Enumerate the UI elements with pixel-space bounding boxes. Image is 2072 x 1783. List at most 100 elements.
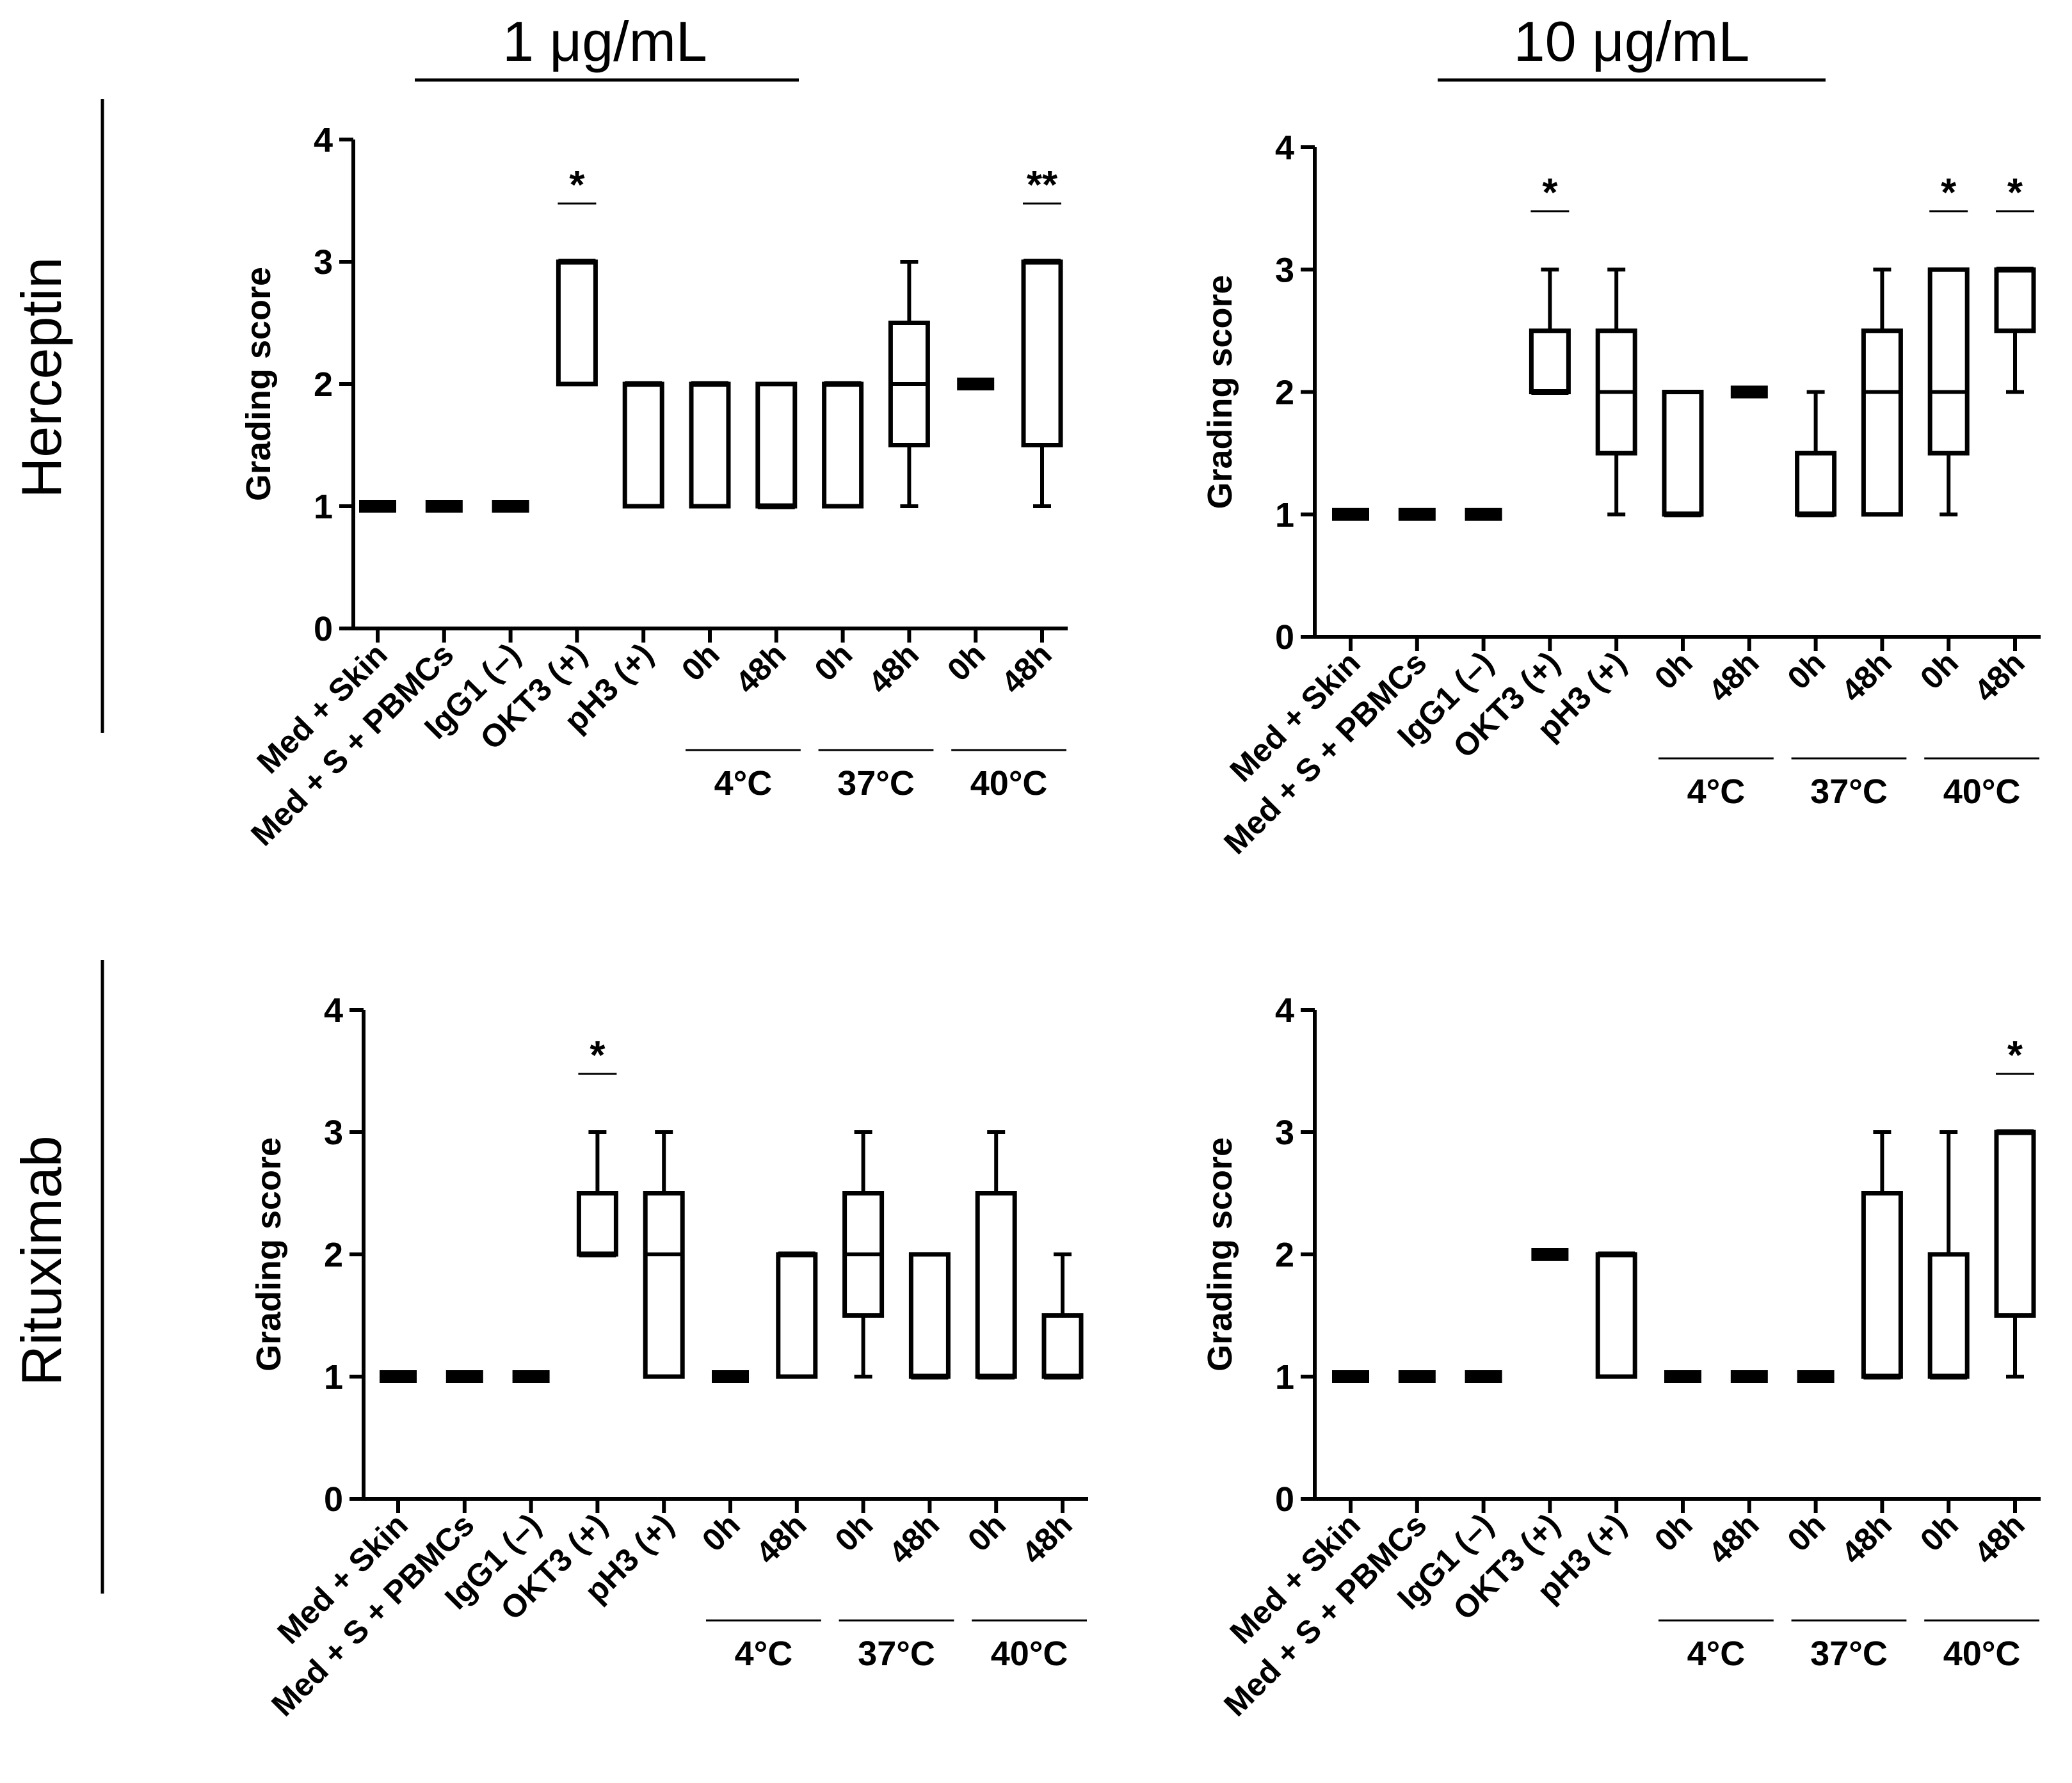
x-tick-label: 48h [1835,1507,1899,1571]
box-plot [776,1251,818,1379]
y-tick-label: 3 [1275,1114,1294,1152]
box-flat [1398,508,1436,521]
significance-star: * [1542,171,1558,215]
box-flat [1465,1370,1502,1383]
box-plot [1041,1252,1084,1380]
y-tick-label: 4 [1275,129,1294,167]
box-iqr [1994,1130,2036,1318]
group-label: 4°C [1687,1635,1746,1673]
x-tick-label: 48h [1835,644,1899,709]
box-plot [822,381,864,509]
box-iqr [1861,1191,1903,1379]
box-flat [1398,1370,1436,1383]
box-plot [446,1370,483,1383]
group-label: 37°C [1810,772,1888,811]
group-label: 40°C [970,764,1048,803]
y-tick-label: 4 [314,121,333,159]
box-iqr [908,1252,951,1379]
x-tick-label: 0h [808,636,860,688]
x-tick-label: 0h [1781,644,1833,696]
box-plot [1730,385,1768,399]
x-tick-label: 0h [961,1507,1013,1558]
y-axis-label: Grading score [1201,275,1239,509]
box-plot [643,1130,685,1379]
y-tick-label: 4 [324,991,343,1030]
box-plot [1927,267,1970,516]
box-flat [512,1370,550,1383]
box-iqr [1861,328,1903,517]
box-plot [755,381,798,509]
box-flat [446,1370,483,1383]
box-flat [1664,1370,1701,1383]
box-iqr [576,1191,618,1257]
box-plot [1861,1130,1903,1380]
group-label: 40°C [1943,772,2021,811]
box-plot [957,378,995,390]
box-plot [1021,259,1063,508]
y-tick-label: 0 [324,1480,343,1519]
x-tick-label: 48h [994,636,1059,701]
box-iqr [975,1191,1017,1379]
box-plot [1994,1129,2036,1379]
box-plot [380,1370,417,1383]
box-plot [842,1130,885,1379]
box-plot [1730,1370,1768,1383]
x-tick-label: 0h [1913,1507,1965,1558]
box-iqr [689,381,731,509]
y-tick-label: 3 [324,1114,343,1152]
box-iqr [1662,390,1704,517]
y-tick-label: 1 [324,1358,343,1396]
column-title-2: 10 μg/mL [1514,10,1750,73]
box-plot [1797,1370,1835,1383]
box-flat [1465,508,1502,521]
box-flat [712,1370,749,1383]
box-plot [1664,1370,1701,1383]
x-tick-label: 48h [1701,1507,1766,1571]
box-flat [1797,1370,1835,1383]
y-tick-label: 2 [314,365,333,404]
x-tick-label: 0h [828,1507,880,1558]
group-label: 4°C [714,764,773,803]
box-plot [492,500,529,513]
box-iqr [1041,1313,1084,1379]
group-label: 40°C [1943,1635,2021,1673]
y-axis-label: Grading score [239,267,278,501]
y-tick-label: 1 [314,488,333,526]
x-tick-label: 0h [675,636,727,688]
box-iqr [556,259,598,387]
box-plot [576,1130,618,1258]
x-tick-label: 48h [1967,644,2032,709]
box-iqr [622,381,664,509]
box-plot [1595,268,1637,516]
box-plot [1398,1370,1436,1383]
box-plot [512,1370,550,1383]
y-tick-label: 1 [1275,496,1294,534]
significance-star: * [590,1034,606,1078]
y-tick-label: 2 [1275,374,1294,412]
y-tick-label: 3 [1275,251,1294,289]
group-label: 4°C [1687,772,1746,811]
group-label: 37°C [858,1635,935,1673]
x-tick-label: 0h [1781,1507,1833,1558]
box-iqr [776,1252,818,1379]
significance-star: * [2007,171,2023,215]
y-axis-label: Grading score [1201,1137,1239,1371]
box-plot [1332,508,1369,521]
box-iqr [1994,267,2036,333]
box-plot [556,259,598,387]
box-plot [1662,390,1704,518]
significance-star: * [1941,171,1957,215]
x-tick-label: 48h [1967,1507,2032,1571]
box-flat [492,500,529,513]
x-tick-label: 48h [749,1507,814,1571]
x-tick-label: 48h [882,1507,947,1571]
group-label: 37°C [1810,1635,1888,1673]
box-iqr [755,381,798,509]
box-flat [380,1370,417,1383]
box-plot [1795,390,1837,518]
box-plot [1994,266,2036,394]
